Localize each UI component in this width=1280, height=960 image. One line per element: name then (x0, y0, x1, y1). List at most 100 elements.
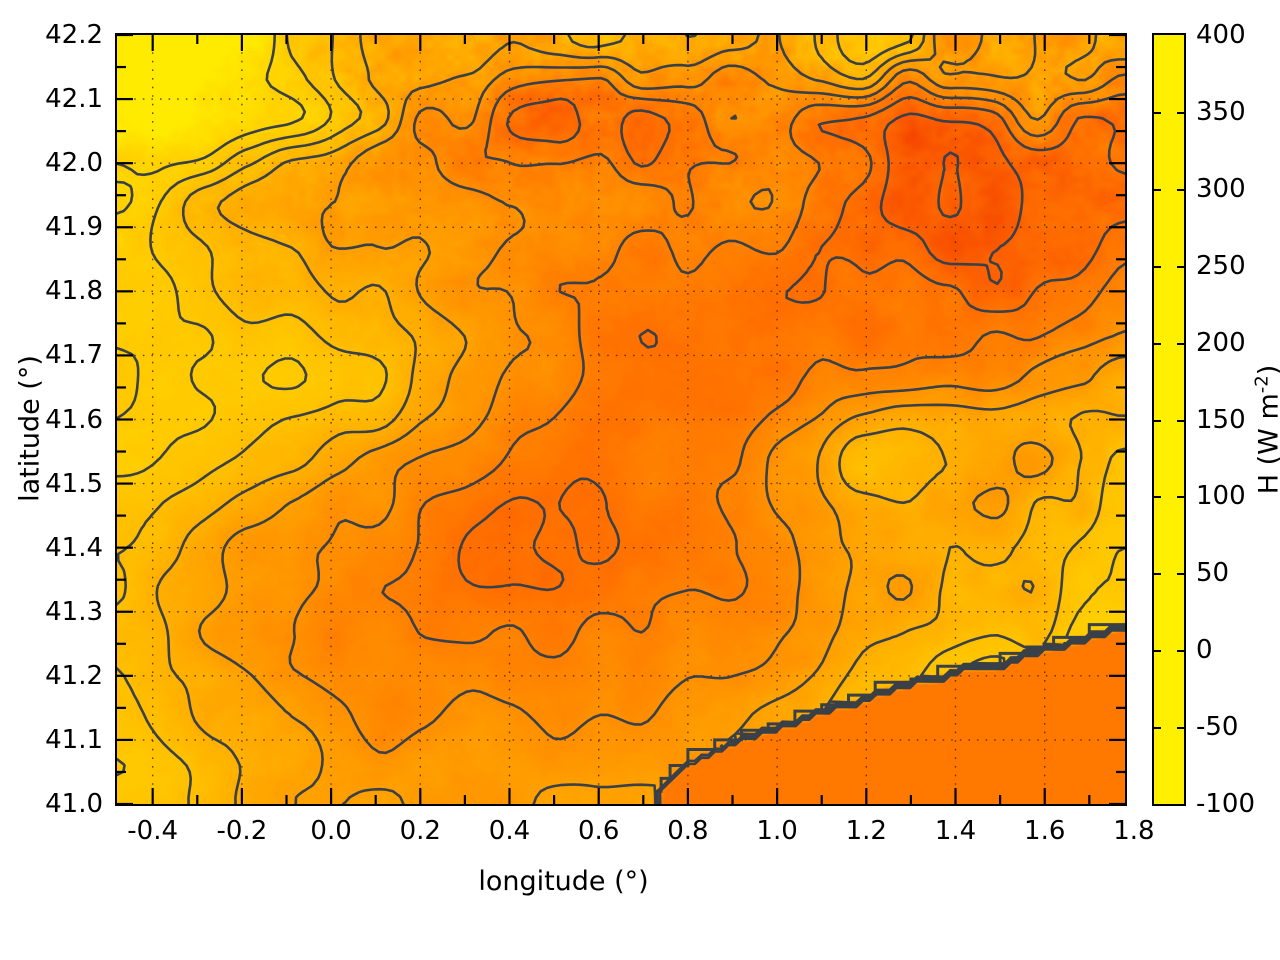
contour-line (886, 574, 914, 601)
contour-line (658, 629, 1125, 804)
colorbar-title-text: H (W m (1253, 393, 1280, 494)
y-tick-label: 41.0 (45, 789, 103, 819)
contour-line (749, 188, 774, 211)
x-axis-title: longitude (°) (478, 866, 649, 897)
colorbar-tick-mark (1154, 727, 1161, 730)
contour-line (117, 667, 192, 804)
y-tick-label: 41.9 (45, 212, 103, 243)
y-tick-label: 41.7 (45, 340, 103, 371)
contour-line (261, 357, 308, 391)
contour-line (558, 477, 621, 566)
colorbar-tick-mark (1154, 342, 1161, 345)
x-tick-label: 1.4 (934, 816, 977, 846)
colorbar-title-exponent: -2 (1251, 375, 1273, 394)
y-tick-label: 41.6 (45, 404, 103, 435)
contour-line (567, 35, 627, 49)
colorbar-tick-mark (1177, 727, 1184, 730)
colorbar-tick-label: 100 (1196, 481, 1246, 512)
x-tick-label: 1.0 (756, 816, 798, 846)
colorbar-tick-mark (1154, 111, 1161, 114)
y-tick-label: 41.4 (45, 532, 103, 563)
x-tick-label: 0.0 (310, 816, 352, 846)
contour-line (505, 97, 582, 144)
contour-line (620, 109, 671, 168)
y-tick-label: 41.3 (45, 596, 103, 627)
x-tick-label: 1.6 (1024, 816, 1066, 846)
colorbar-tick-label: 150 (1196, 404, 1246, 435)
contour-line (938, 35, 1037, 80)
colorbar-tick-mark (1177, 496, 1184, 499)
colorbar-tick-mark (1177, 650, 1184, 653)
contour-line (1021, 579, 1035, 594)
contour-line-layer (117, 35, 1125, 804)
colorbar-tick-label: 300 (1196, 173, 1246, 204)
contour-line (341, 787, 405, 804)
contour-line (484, 76, 739, 218)
contour-line (117, 35, 388, 606)
colorbar-tick-label: 250 (1196, 250, 1246, 281)
contour-line (937, 151, 963, 219)
colorbar-tick-mark (1154, 188, 1161, 191)
colorbar-tick-mark (1177, 419, 1184, 422)
colorbar-tick-label: 0 (1196, 635, 1213, 666)
contour-line (879, 112, 1024, 286)
colorbar-tick-mark (1154, 419, 1161, 422)
y-tick-label: 42.0 (45, 148, 103, 179)
contour-line (638, 328, 658, 349)
x-tick-label: 1.2 (845, 816, 887, 846)
colorbar-tick-mark (1177, 188, 1184, 191)
contour-line (836, 35, 914, 66)
contour-line (785, 95, 1125, 313)
colorbar-tick-label: 200 (1196, 327, 1246, 358)
x-tick-label: 0.6 (578, 816, 620, 846)
contour-line (117, 180, 134, 215)
contour-line (730, 114, 738, 120)
colorbar-tick-mark (1154, 650, 1161, 653)
colorbar-tick-mark (1177, 573, 1184, 576)
contour-line (838, 427, 948, 505)
x-tick-label: 0.2 (399, 816, 441, 846)
contour-line (197, 35, 760, 804)
colorbar-title: H (W m-2) (1252, 240, 1280, 620)
y-tick-label: 41.1 (45, 724, 103, 755)
colorbar-tick-label: 50 (1196, 558, 1230, 589)
coastline-contour (655, 623, 1125, 804)
y-tick-label: 41.5 (45, 468, 103, 499)
colorbar-tick-label: 350 (1196, 96, 1246, 127)
colorbar-tick-mark (1154, 265, 1161, 268)
contour-line (719, 744, 724, 748)
contour-line (972, 486, 1010, 520)
colorbar-title-tail: ) (1254, 365, 1280, 376)
colorbar-tick-label: 400 (1196, 20, 1246, 50)
x-tick-label: 0.8 (667, 816, 709, 846)
colorbar-tick-mark (1154, 573, 1161, 576)
colorbar-tick-label: -100 (1196, 789, 1256, 819)
x-tick-label: -0.4 (127, 816, 179, 846)
contour-line (117, 346, 140, 420)
y-tick-label: 41.2 (45, 660, 103, 691)
contour-line (778, 35, 937, 91)
contour-line (288, 64, 1125, 755)
y-axis-title: latitude (°) (14, 355, 46, 502)
contour-line (1012, 441, 1054, 479)
axis-tick-layer (117, 35, 1125, 804)
contour-line (155, 35, 417, 804)
colorbar-tick-label: -50 (1196, 712, 1239, 743)
y-tick-label: 42.2 (45, 20, 103, 50)
x-tick-label: 1.8 (1113, 816, 1155, 846)
contour-line (117, 35, 333, 478)
contour-line (457, 496, 565, 592)
y-tick-label: 41.8 (45, 276, 103, 307)
contour-line (381, 80, 1125, 659)
contour-line (1064, 35, 1125, 82)
x-tick-label: -0.2 (216, 816, 268, 846)
y-tick-label: 42.1 (45, 84, 103, 115)
contour-line (532, 783, 657, 804)
x-tick-label: 0.4 (488, 816, 531, 846)
contour-line (117, 35, 307, 177)
colorbar-tick-mark (1177, 265, 1184, 268)
colorbar-tick-mark (1177, 111, 1184, 114)
heatmap-plot-panel (115, 33, 1127, 806)
colorbar (1152, 33, 1186, 806)
